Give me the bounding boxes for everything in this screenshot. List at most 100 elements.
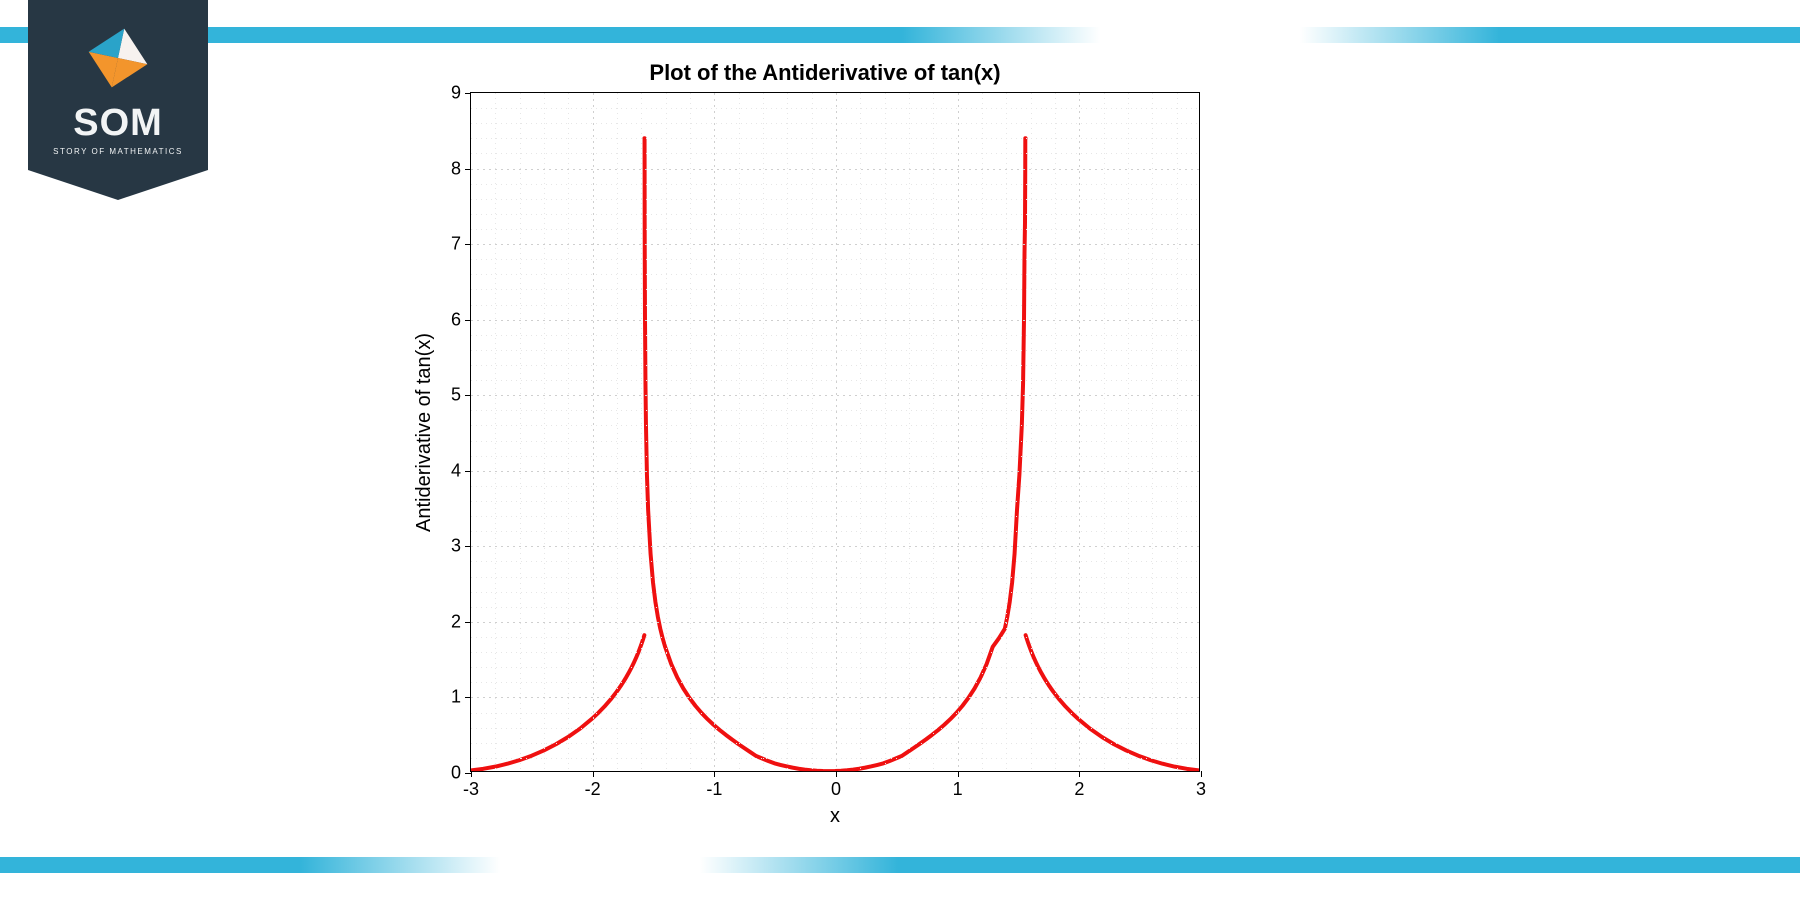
x-tick [593, 771, 594, 777]
minor-gridline-v [982, 93, 983, 771]
x-tick [1079, 771, 1080, 777]
y-tick [465, 320, 471, 321]
minor-gridline-h [471, 199, 1199, 200]
minor-gridline-h [471, 365, 1199, 366]
y-tick [465, 546, 471, 547]
minor-gridline-h [471, 229, 1199, 230]
top-stripe [0, 27, 1800, 43]
minor-gridline-v [787, 93, 788, 771]
minor-gridline-h [471, 667, 1199, 668]
gridline-h [471, 622, 1199, 623]
curve-segment [1026, 635, 1199, 770]
y-tick [465, 169, 471, 170]
brand-title: SOM [28, 102, 208, 145]
y-tick [465, 773, 471, 774]
x-axis-label: x [470, 805, 1200, 828]
gridline-h [471, 395, 1199, 396]
x-tick-label: 3 [1196, 779, 1206, 800]
minor-gridline-h [471, 259, 1199, 260]
gridline-h [471, 697, 1199, 698]
minor-gridline-v [1177, 93, 1178, 771]
gridline-h [471, 546, 1199, 547]
y-tick-label: 2 [451, 611, 461, 632]
minor-gridline-v [1055, 93, 1056, 771]
x-tick-label: -2 [585, 779, 601, 800]
minor-gridline-h [471, 274, 1199, 275]
brand-badge: SOM STORY OF MATHEMATICS [28, 0, 208, 200]
x-tick [1201, 771, 1202, 777]
minor-gridline-v [739, 93, 740, 771]
minor-gridline-h [471, 350, 1199, 351]
y-tick-label: 5 [451, 385, 461, 406]
y-tick-label: 1 [451, 687, 461, 708]
gridline-v [714, 93, 715, 771]
minor-gridline-h [471, 758, 1199, 759]
gridline-h [471, 320, 1199, 321]
y-tick-label: 0 [451, 763, 461, 784]
y-tick-label: 4 [451, 460, 461, 481]
minor-gridline-h [471, 486, 1199, 487]
x-tick [836, 771, 837, 777]
y-tick-label: 8 [451, 158, 461, 179]
minor-gridline-h [471, 607, 1199, 608]
minor-gridline-v [1031, 93, 1032, 771]
x-tick-label: 2 [1074, 779, 1084, 800]
series-line [471, 93, 1199, 771]
minor-gridline-h [471, 652, 1199, 653]
minor-gridline-h [471, 713, 1199, 714]
top-stripe-right [1300, 27, 1800, 43]
x-tick-label: 0 [831, 779, 841, 800]
y-tick [465, 244, 471, 245]
minor-gridline-h [471, 410, 1199, 411]
minor-gridline-h [471, 592, 1199, 593]
minor-gridline-v [495, 93, 496, 771]
minor-gridline-h [471, 335, 1199, 336]
curve-segment [644, 138, 1025, 771]
minor-gridline-h [471, 289, 1199, 290]
minor-gridline-h [471, 214, 1199, 215]
y-tick-label: 7 [451, 234, 461, 255]
minor-gridline-v [641, 93, 642, 771]
minor-gridline-h [471, 456, 1199, 457]
minor-gridline-h [471, 441, 1199, 442]
x-tick-label: -3 [463, 779, 479, 800]
minor-gridline-h [471, 425, 1199, 426]
minor-gridline-v [885, 93, 886, 771]
y-tick [465, 471, 471, 472]
minor-gridline-v [909, 93, 910, 771]
x-tick-label: -1 [706, 779, 722, 800]
minor-gridline-h [471, 577, 1199, 578]
bottom-stripe-right [700, 857, 1800, 873]
gridline-v [593, 93, 594, 771]
brand-subtitle: STORY OF MATHEMATICS [28, 147, 208, 156]
minor-gridline-h [471, 108, 1199, 109]
minor-gridline-v [520, 93, 521, 771]
minor-gridline-v [617, 93, 618, 771]
y-tick [465, 395, 471, 396]
y-tick [465, 622, 471, 623]
y-axis-label: Antiderivative of tan(x) [412, 92, 436, 772]
y-tick-label: 9 [451, 83, 461, 104]
minor-gridline-v [812, 93, 813, 771]
chart-title: Plot of the Antiderivative of tan(x) [430, 60, 1220, 86]
minor-gridline-v [568, 93, 569, 771]
minor-gridline-v [1152, 93, 1153, 771]
minor-gridline-v [860, 93, 861, 771]
minor-gridline-h [471, 501, 1199, 502]
minor-gridline-v [763, 93, 764, 771]
minor-gridline-h [471, 123, 1199, 124]
minor-gridline-h [471, 743, 1199, 744]
minor-gridline-v [544, 93, 545, 771]
gridline-v [1079, 93, 1080, 771]
y-tick [465, 93, 471, 94]
y-tick [465, 697, 471, 698]
y-tick-label: 3 [451, 536, 461, 557]
minor-gridline-h [471, 516, 1199, 517]
gridline-h [471, 244, 1199, 245]
minor-gridline-h [471, 728, 1199, 729]
gridline-h [471, 471, 1199, 472]
brand-logo [88, 28, 148, 88]
x-tick [714, 771, 715, 777]
minor-gridline-h [471, 682, 1199, 683]
x-tick-label: 1 [953, 779, 963, 800]
